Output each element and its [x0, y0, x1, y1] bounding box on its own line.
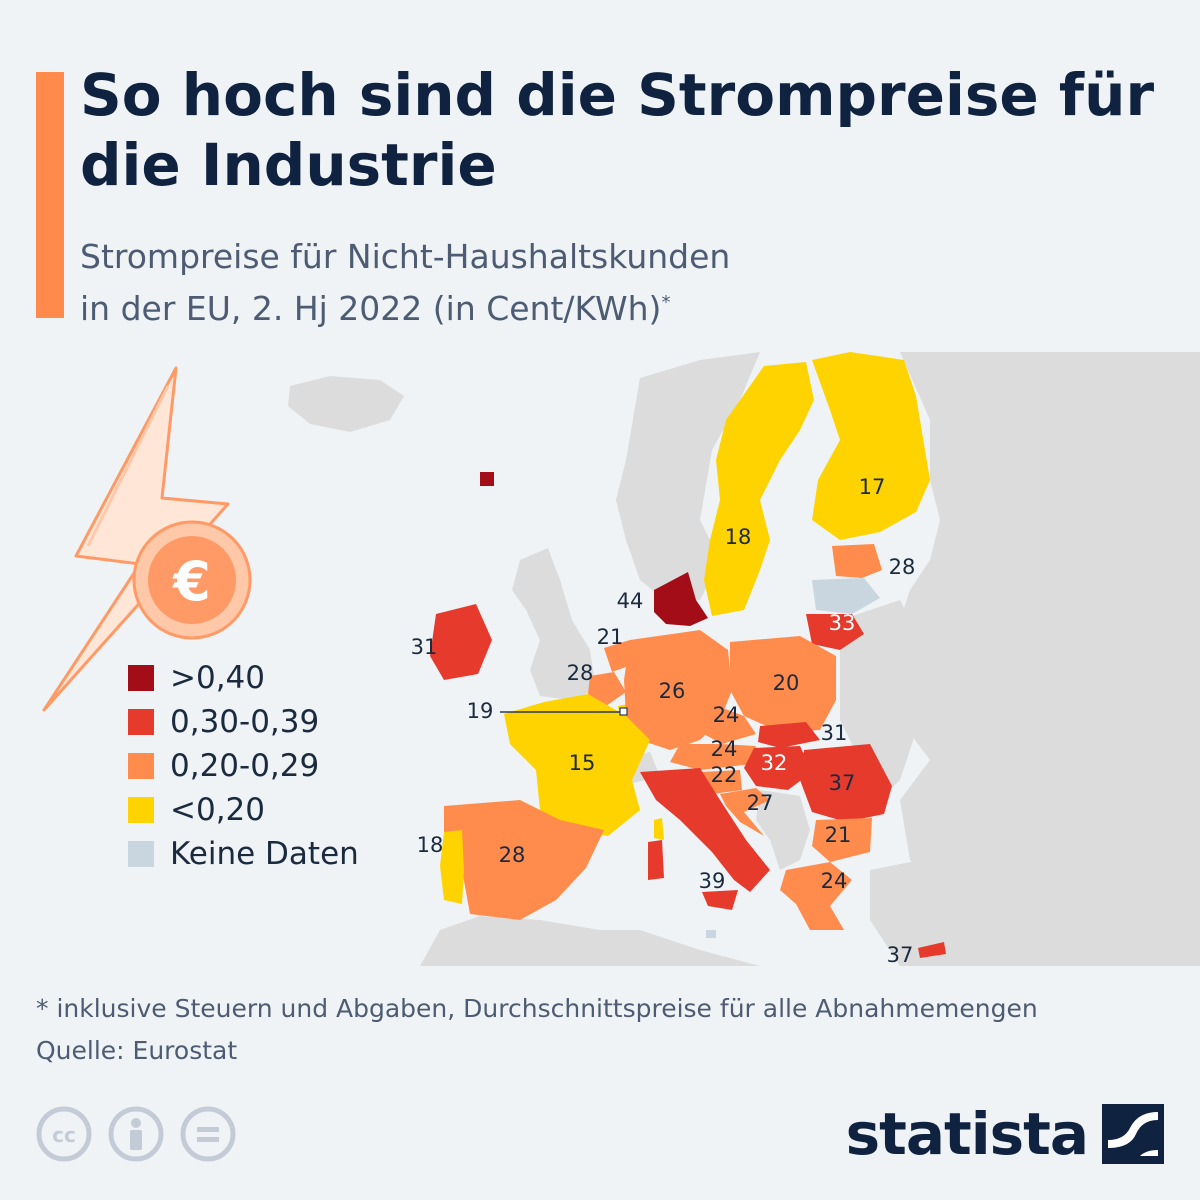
- svg-text:cc: cc: [52, 1123, 76, 1147]
- luxembourg-marker: [619, 707, 628, 716]
- brand-name: statista: [845, 1100, 1089, 1168]
- land-turkey: [870, 856, 1200, 966]
- cc-icon[interactable]: cc: [36, 1106, 92, 1162]
- country-denmark: [654, 572, 708, 626]
- label-italy: 39: [699, 869, 726, 893]
- label-netherlands: 21: [597, 625, 624, 649]
- legend-item: Keine Daten: [128, 832, 359, 876]
- label-sweden: 18: [725, 525, 752, 549]
- label-romania: 37: [829, 771, 856, 795]
- label-belgium: 28: [567, 661, 594, 685]
- country-cyprus: [918, 942, 946, 958]
- footnote-source: Quelle: Eurostat: [36, 1036, 238, 1065]
- legend-item: <0,20: [128, 788, 359, 832]
- country-sardinia: [648, 840, 664, 880]
- label-denmark: 44: [617, 589, 644, 613]
- svg-text:€: €: [171, 550, 211, 613]
- noderivs-icon[interactable]: [180, 1106, 236, 1162]
- country-spain: [444, 800, 604, 920]
- europe-map-svg: 17 18 28 33 44 21 28 19 31 26 20 24 31 2…: [265, 352, 1200, 966]
- legend-item: 0,20-0,29: [128, 744, 359, 788]
- country-romania: [800, 744, 892, 822]
- legend-swatch-20-29: [128, 753, 154, 779]
- country-greece: [780, 862, 852, 930]
- country-france: [504, 694, 650, 836]
- country-lithuania: [806, 614, 864, 650]
- label-portugal: 18: [417, 833, 444, 857]
- land-russia: [890, 352, 1200, 966]
- subtitle-footnote-mark: *: [661, 292, 671, 313]
- label-greece: 24: [821, 869, 848, 893]
- country-malta: [706, 930, 716, 938]
- label-france: 15: [569, 751, 596, 775]
- legend-swatch-30-39: [128, 709, 154, 735]
- europe-map: 17 18 28 33 44 21 28 19 31 26 20 24 31 2…: [265, 352, 1200, 966]
- country-ireland: [430, 604, 492, 680]
- label-luxembourg: 19: [467, 699, 494, 723]
- country-croatia: [720, 788, 770, 836]
- page-title: So hoch sind die Strompreise für die Ind…: [80, 61, 1155, 199]
- subtitle-line-2: in der EU, 2. Hj 2022 (in Cent/KWh): [80, 289, 662, 328]
- land-africa: [420, 916, 760, 966]
- country-finland: [812, 352, 930, 540]
- statista-logo-icon: [1102, 1104, 1164, 1164]
- legend-item: >0,40: [128, 656, 359, 700]
- label-cyprus: 37: [887, 943, 914, 966]
- legend-swatch-over-40: [128, 665, 154, 691]
- label-ireland: 31: [411, 635, 438, 659]
- legend-item: 0,30-0,39: [128, 700, 359, 744]
- country-slovakia: [758, 722, 820, 748]
- map-legend: >0,40 0,30-0,39 0,20-0,29 <0,20 Keine Da…: [128, 656, 359, 876]
- country-belgium: [588, 672, 626, 706]
- label-spain: 28: [499, 843, 526, 867]
- title-accent-bar: [36, 72, 64, 318]
- label-austria: 24: [711, 737, 738, 761]
- country-sicily: [702, 890, 738, 910]
- legend-label: <0,20: [170, 792, 265, 828]
- label-bulgaria: 21: [825, 823, 852, 847]
- footnote-note: * inklusive Steuern und Abgaben, Durchsc…: [36, 994, 1038, 1023]
- country-faroe: [480, 472, 494, 486]
- land-iceland: [288, 376, 404, 432]
- country-latvia: [812, 578, 880, 614]
- country-hungary: [744, 746, 812, 790]
- country-corsica: [654, 818, 664, 840]
- label-finland: 17: [859, 475, 886, 499]
- lightning-euro-icon: €: [42, 366, 252, 712]
- legend-label: 0,30-0,39: [170, 704, 320, 740]
- page-subtitle: Strompreise für Nicht-Haushaltskunden in…: [80, 234, 1080, 332]
- license-icons: cc: [36, 1106, 236, 1162]
- country-austria: [670, 744, 756, 770]
- country-estonia: [832, 544, 882, 578]
- brand[interactable]: statista: [846, 1100, 1164, 1168]
- label-croatia: 27: [747, 791, 774, 815]
- legend-swatch-no-data: [128, 841, 154, 867]
- label-germany: 26: [659, 679, 686, 703]
- land-uk: [512, 548, 596, 700]
- legend-label: 0,20-0,29: [170, 748, 320, 784]
- legend-label: >0,40: [170, 660, 265, 696]
- country-italy: [640, 768, 770, 892]
- footnote: * inklusive Steuern und Abgaben, Durchsc…: [36, 988, 1186, 1072]
- country-portugal: [440, 830, 464, 904]
- country-sweden: [704, 362, 814, 616]
- label-slovenia: 22: [711, 763, 738, 787]
- legend-label: Keine Daten: [170, 836, 359, 872]
- label-poland: 20: [773, 671, 800, 695]
- land-balkans-nonEU: [756, 790, 810, 870]
- label-hungary: 32: [761, 751, 788, 775]
- subtitle-line-1: Strompreise für Nicht-Haushaltskunden: [80, 237, 731, 276]
- attribution-icon[interactable]: [108, 1106, 164, 1162]
- label-slovakia: 31: [821, 721, 848, 745]
- label-estonia: 28: [889, 555, 916, 579]
- country-poland: [730, 636, 836, 732]
- label-czechia: 24: [713, 703, 740, 727]
- legend-swatch-under-20: [128, 797, 154, 823]
- country-czechia: [700, 700, 756, 744]
- country-bulgaria: [812, 818, 872, 862]
- land-norway: [616, 352, 760, 604]
- label-lithuania: 33: [829, 611, 856, 635]
